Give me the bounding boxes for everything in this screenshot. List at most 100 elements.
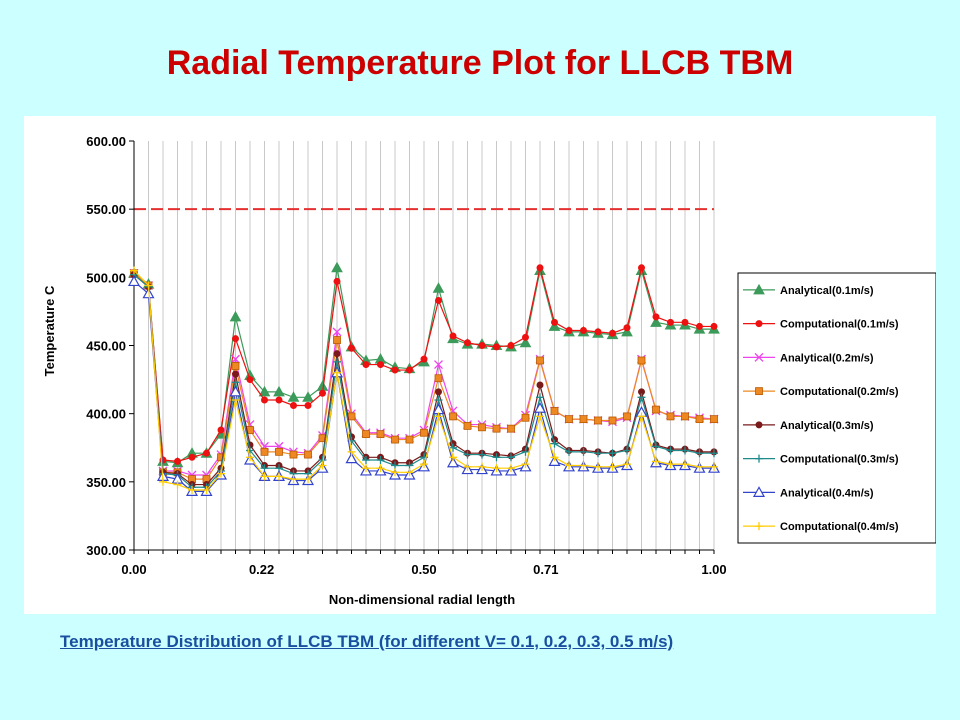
vertical-grid bbox=[148, 141, 715, 550]
data-point bbox=[446, 456, 460, 468]
data-point bbox=[246, 446, 254, 455]
data-point bbox=[710, 415, 718, 424]
data-point bbox=[348, 344, 355, 352]
data-point bbox=[159, 477, 167, 486]
data-point bbox=[435, 388, 442, 396]
data-point bbox=[565, 415, 573, 424]
data-point bbox=[203, 449, 210, 457]
chart-caption: Temperature Distribution of LLCB TBM (fo… bbox=[60, 632, 674, 651]
data-point bbox=[565, 327, 573, 335]
data-point bbox=[376, 430, 385, 439]
data-point bbox=[217, 469, 225, 478]
data-point bbox=[435, 297, 442, 305]
data-point bbox=[594, 328, 602, 336]
data-point bbox=[522, 333, 529, 341]
data-point bbox=[752, 486, 766, 497]
data-point bbox=[579, 447, 588, 456]
series-group bbox=[127, 261, 721, 496]
data-point bbox=[289, 475, 298, 484]
legend-entry: Analytical(0.2m/s) bbox=[743, 352, 874, 364]
data-point bbox=[652, 442, 660, 451]
data-point bbox=[463, 450, 472, 459]
data-point bbox=[463, 422, 472, 430]
legend-label: Computational(0.2m/s) bbox=[780, 386, 899, 398]
data-point bbox=[275, 447, 283, 456]
legend-label: Computational(0.1m/s) bbox=[780, 319, 899, 331]
data-point bbox=[536, 264, 544, 272]
data-point bbox=[405, 435, 414, 444]
data-point bbox=[347, 412, 356, 421]
data-point bbox=[362, 430, 370, 439]
data-point bbox=[652, 313, 660, 321]
data-point bbox=[231, 362, 240, 370]
data-point bbox=[536, 412, 544, 421]
data-point bbox=[434, 412, 443, 421]
data-point bbox=[637, 356, 646, 365]
data-point bbox=[304, 401, 312, 409]
x-axis-label: Non-dimensional radial length bbox=[329, 592, 515, 607]
data-point bbox=[623, 324, 631, 332]
data-point bbox=[609, 329, 616, 337]
data-point bbox=[638, 264, 645, 272]
data-point bbox=[406, 366, 413, 374]
data-point bbox=[260, 472, 269, 481]
data-point bbox=[287, 391, 300, 402]
data-point bbox=[478, 462, 486, 471]
data-point bbox=[258, 385, 271, 397]
legend-label: Analytical(0.1m/s) bbox=[780, 285, 874, 297]
data-point bbox=[696, 322, 703, 330]
data-point bbox=[420, 460, 428, 469]
legend-entry: Computational(0.2m/s) bbox=[743, 386, 899, 398]
data-point bbox=[229, 385, 242, 397]
x-tick-label: 0.00 bbox=[121, 562, 146, 577]
data-point bbox=[376, 464, 385, 473]
data-point bbox=[391, 468, 399, 477]
data-point bbox=[507, 342, 515, 349]
data-point bbox=[273, 385, 285, 397]
data-point bbox=[755, 454, 763, 463]
data-point bbox=[710, 322, 718, 330]
data-point bbox=[652, 457, 660, 466]
data-point bbox=[304, 450, 312, 459]
legend-entry: Computational(0.4m/s) bbox=[743, 521, 899, 533]
data-point bbox=[755, 522, 763, 531]
legend-label: Computational(0.3m/s) bbox=[780, 454, 899, 466]
data-point bbox=[232, 335, 239, 343]
data-point bbox=[608, 462, 617, 471]
data-point bbox=[695, 415, 704, 424]
data-point bbox=[667, 318, 674, 326]
data-point bbox=[275, 396, 283, 404]
data-point bbox=[275, 472, 283, 481]
data-point bbox=[550, 453, 559, 462]
data-point bbox=[333, 357, 341, 366]
data-point bbox=[331, 261, 343, 273]
data-point bbox=[623, 412, 631, 421]
legend-entry: Analytical(0.1m/s) bbox=[743, 283, 874, 297]
legend-entry: Analytical(0.3m/s) bbox=[743, 420, 874, 432]
slide-title: Radial Temperature Plot for LLCB TBM bbox=[166, 44, 794, 82]
data-point bbox=[623, 446, 631, 455]
data-point bbox=[637, 412, 646, 421]
data-point bbox=[391, 461, 399, 470]
data-point bbox=[130, 266, 138, 275]
data-point bbox=[319, 389, 326, 397]
data-point bbox=[391, 435, 399, 444]
legend: Analytical(0.1m/s) Computational(0.1m/s) A… bbox=[737, 272, 936, 544]
data-point bbox=[345, 452, 358, 464]
data-point bbox=[521, 460, 530, 469]
data-point bbox=[507, 464, 515, 473]
data-point bbox=[608, 449, 617, 458]
data-point bbox=[550, 439, 559, 448]
data-point bbox=[463, 462, 472, 471]
x-tick-label: 0.71 bbox=[533, 562, 558, 577]
data-point bbox=[548, 320, 561, 331]
data-point bbox=[144, 281, 153, 290]
data-point bbox=[519, 336, 532, 348]
legend-label: Computational(0.4m/s) bbox=[780, 521, 899, 533]
data-point bbox=[695, 462, 704, 471]
legend-label: Analytical(0.4m/s) bbox=[780, 487, 874, 499]
data-point bbox=[666, 446, 675, 455]
data-point bbox=[753, 283, 765, 295]
data-point bbox=[754, 352, 764, 362]
data-point bbox=[565, 461, 573, 470]
